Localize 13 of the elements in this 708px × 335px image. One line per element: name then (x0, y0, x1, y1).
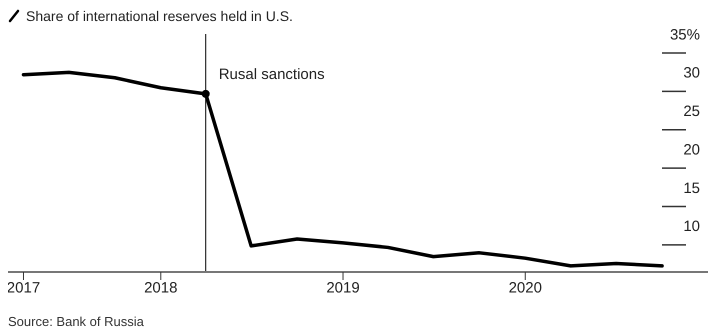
x-tick-label: 2020 (508, 280, 542, 297)
x-tick-label: 2017 (6, 280, 40, 297)
source-note: Source: Bank of Russia (8, 314, 145, 329)
y-tick-label: 20 (683, 141, 700, 158)
y-tick-label: 10 (683, 218, 700, 236)
annotation: Rusal sanctions (218, 66, 325, 84)
y-tick-label: 30 (683, 64, 700, 82)
x-tick-label: 2019 (326, 280, 360, 297)
y-tick-label: 15 (683, 180, 700, 197)
y-tick-label: 35% (670, 26, 700, 44)
legend-label: Share of international reserves held in U.S. (26, 8, 293, 24)
y-tick-label: 25 (683, 103, 700, 120)
x-tick-label: 2018 (144, 280, 178, 297)
